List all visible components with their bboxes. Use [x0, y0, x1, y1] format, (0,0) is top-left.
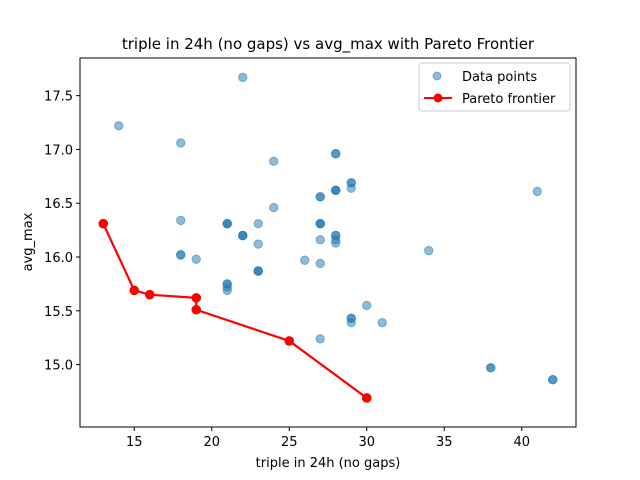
- scatter-point: [331, 185, 341, 196]
- pareto-point: [144, 289, 155, 300]
- scatter-point: [315, 192, 325, 202]
- legend-pareto-marker: [433, 93, 443, 103]
- scatter-point: [114, 121, 124, 131]
- scatter-point: [191, 254, 201, 264]
- scatter-point: [424, 245, 434, 256]
- scatter-point: [486, 363, 496, 373]
- legend: Data points Pareto frontier: [418, 62, 571, 112]
- pareto-point: [284, 336, 295, 346]
- pareto-point: [191, 293, 202, 303]
- plot-border: [79, 57, 577, 428]
- chart-title: triple in 24h (no gaps) vs avg_max with …: [122, 35, 535, 54]
- legend-scatter-marker: [432, 71, 442, 81]
- scatter-point: [315, 218, 325, 229]
- scatter-point: [222, 218, 232, 229]
- scatter-point: [315, 334, 325, 344]
- legend-scatter-label: Data points: [462, 70, 537, 85]
- legend-pareto-label: Pareto frontier: [462, 92, 556, 107]
- scatter-point: [532, 186, 542, 197]
- scatter-point: [346, 317, 356, 328]
- scatter-point: [176, 138, 186, 148]
- scatter-point: [300, 255, 310, 265]
- scatter-point: [315, 258, 325, 269]
- scatter-point: [315, 235, 325, 245]
- y-axis-label: avg_max: [21, 212, 36, 271]
- scatter-point: [238, 230, 248, 241]
- scatter-point: [253, 218, 263, 229]
- pareto-point: [191, 304, 202, 315]
- scatter-point: [176, 250, 186, 260]
- x-axis-label: triple in 24h (no gaps): [256, 456, 401, 471]
- scatter-layer: [114, 72, 558, 385]
- scatter-point: [269, 202, 279, 213]
- scatter-point: [253, 239, 263, 249]
- pareto-layer: [98, 218, 372, 403]
- scatter-point: [346, 183, 356, 193]
- y-tick-label: 16.5: [44, 197, 73, 212]
- scatter-point: [331, 149, 341, 159]
- x-tick-label: 15: [126, 435, 143, 450]
- scatter-point: [269, 156, 279, 166]
- y-tick-label: 17.0: [44, 143, 73, 158]
- scatter-point: [176, 215, 186, 226]
- pareto-point: [98, 218, 109, 229]
- x-tick-label: 40: [513, 435, 530, 450]
- pareto-point: [129, 285, 140, 296]
- x-tick-label: 35: [436, 435, 453, 450]
- scatter-point: [377, 317, 387, 328]
- scatter-point: [222, 285, 232, 296]
- y-tick-label: 15.5: [44, 305, 73, 320]
- legend-box: [418, 62, 571, 112]
- x-tick-label: 20: [203, 435, 220, 450]
- y-tick-label: 15.0: [44, 359, 73, 374]
- y-axis-ticks: 15.0 15.5 16.0 16.5 17.0 17.5: [44, 90, 80, 374]
- y-tick-label: 16.0: [44, 251, 73, 266]
- scatter-point: [253, 266, 263, 276]
- x-tick-label: 25: [281, 435, 298, 450]
- x-tick-label: 30: [358, 435, 375, 450]
- scatter-point: [362, 300, 372, 311]
- plot-area: [80, 58, 576, 427]
- scatter-point: [548, 374, 558, 385]
- scatter-point: [331, 238, 341, 248]
- pareto-point: [361, 393, 372, 403]
- x-axis-ticks: 15 20 25 30 35 40: [126, 427, 530, 450]
- y-tick-label: 17.5: [44, 90, 73, 105]
- scatter-point: [238, 72, 248, 83]
